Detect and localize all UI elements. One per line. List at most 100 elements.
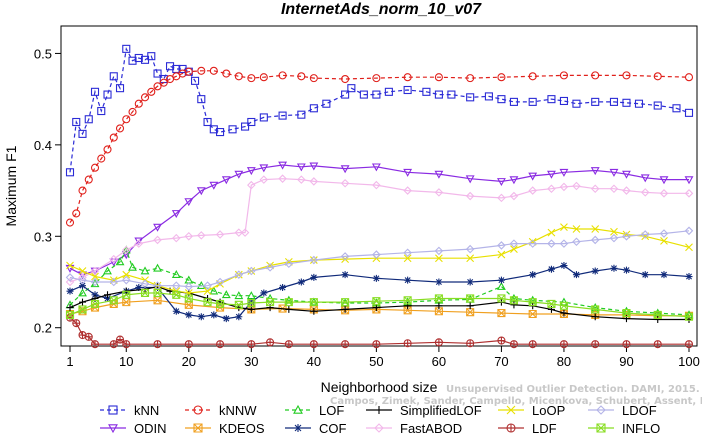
data-point [184, 67, 193, 76]
data-point [572, 181, 581, 191]
data-point [506, 405, 516, 415]
y-axis-label: Maximum F1 [3, 145, 19, 226]
data-point [528, 186, 537, 195]
data-point [596, 405, 606, 415]
data-point [640, 188, 650, 197]
data-point [185, 311, 193, 319]
data-point [171, 210, 181, 219]
legend-label: SimplifiedLOF [400, 403, 482, 418]
data-point [634, 99, 644, 108]
legend-item-simplifiedlof: SimplifiedLOF [366, 403, 482, 418]
data-point [260, 289, 268, 297]
data-point [259, 164, 269, 173]
data-point [372, 180, 381, 190]
data-point [559, 239, 569, 248]
data-point [284, 340, 293, 349]
data-point [153, 340, 162, 349]
data-point [128, 107, 137, 116]
data-point [115, 124, 125, 133]
data-point [622, 186, 631, 195]
data-point [466, 74, 475, 83]
data-point [72, 209, 81, 218]
data-point [297, 72, 306, 81]
data-point [203, 298, 212, 307]
series-line [69, 164, 689, 276]
data-point [375, 406, 383, 414]
data-point [247, 340, 256, 349]
data-point [653, 72, 662, 81]
data-point [384, 87, 393, 96]
data-point [84, 115, 93, 124]
data-point [297, 175, 306, 184]
data-point [434, 73, 443, 82]
data-point [340, 252, 350, 261]
data-point [466, 339, 475, 348]
data-point [79, 282, 87, 290]
data-point [122, 44, 131, 53]
data-point [153, 223, 162, 232]
series-ldof [65, 226, 694, 291]
data-point [197, 231, 206, 240]
series-knnw [65, 66, 694, 227]
data-point [309, 162, 319, 171]
x-tick-label: 60 [432, 354, 446, 369]
data-point [622, 309, 631, 318]
data-point [191, 76, 200, 85]
data-point [347, 84, 356, 93]
data-point [497, 276, 505, 284]
data-point [435, 278, 443, 286]
data-point [203, 281, 212, 290]
data-point [547, 95, 556, 104]
data-point [341, 305, 349, 313]
data-point [153, 235, 162, 245]
data-point [547, 265, 555, 273]
data-point [197, 66, 206, 75]
data-point [147, 87, 156, 96]
data-point [560, 309, 568, 317]
data-point [372, 304, 380, 312]
series-cof [66, 262, 693, 323]
data-point [497, 95, 506, 104]
data-point [122, 290, 131, 299]
data-point [403, 186, 412, 195]
data-point [65, 310, 75, 319]
data-point [528, 239, 537, 248]
data-point [209, 181, 219, 190]
data-point [165, 62, 175, 71]
x-tick-label: 20 [182, 354, 196, 369]
watermark-line-2: Campos, Zimek, Sander, Campello, Micenko… [330, 396, 702, 407]
data-point [404, 276, 412, 284]
data-point [653, 310, 662, 319]
data-point [547, 239, 556, 248]
data-point [572, 99, 581, 108]
data-point [197, 95, 206, 104]
data-point [65, 277, 75, 287]
data-point [66, 287, 74, 295]
data-point [247, 117, 256, 127]
data-point [184, 232, 194, 241]
data-point [509, 176, 519, 185]
data-point [341, 90, 350, 99]
data-point [403, 248, 412, 258]
series-line [69, 230, 690, 288]
data-point [197, 313, 205, 321]
data-point [115, 257, 125, 266]
data-point [309, 177, 319, 186]
data-point [297, 110, 306, 119]
data-point [572, 237, 581, 247]
data-point [122, 115, 131, 124]
data-point [659, 176, 669, 185]
data-point [341, 74, 350, 84]
data-point [135, 283, 143, 291]
data-point [246, 167, 256, 176]
data-point [309, 104, 318, 113]
data-point [560, 223, 568, 232]
data-point [609, 233, 619, 243]
x-tick-label: 90 [619, 354, 633, 369]
data-point [65, 168, 75, 177]
data-point [78, 129, 87, 138]
data-point [622, 340, 631, 349]
data-point [684, 73, 694, 82]
data-point [466, 254, 475, 263]
data-point [172, 233, 181, 243]
